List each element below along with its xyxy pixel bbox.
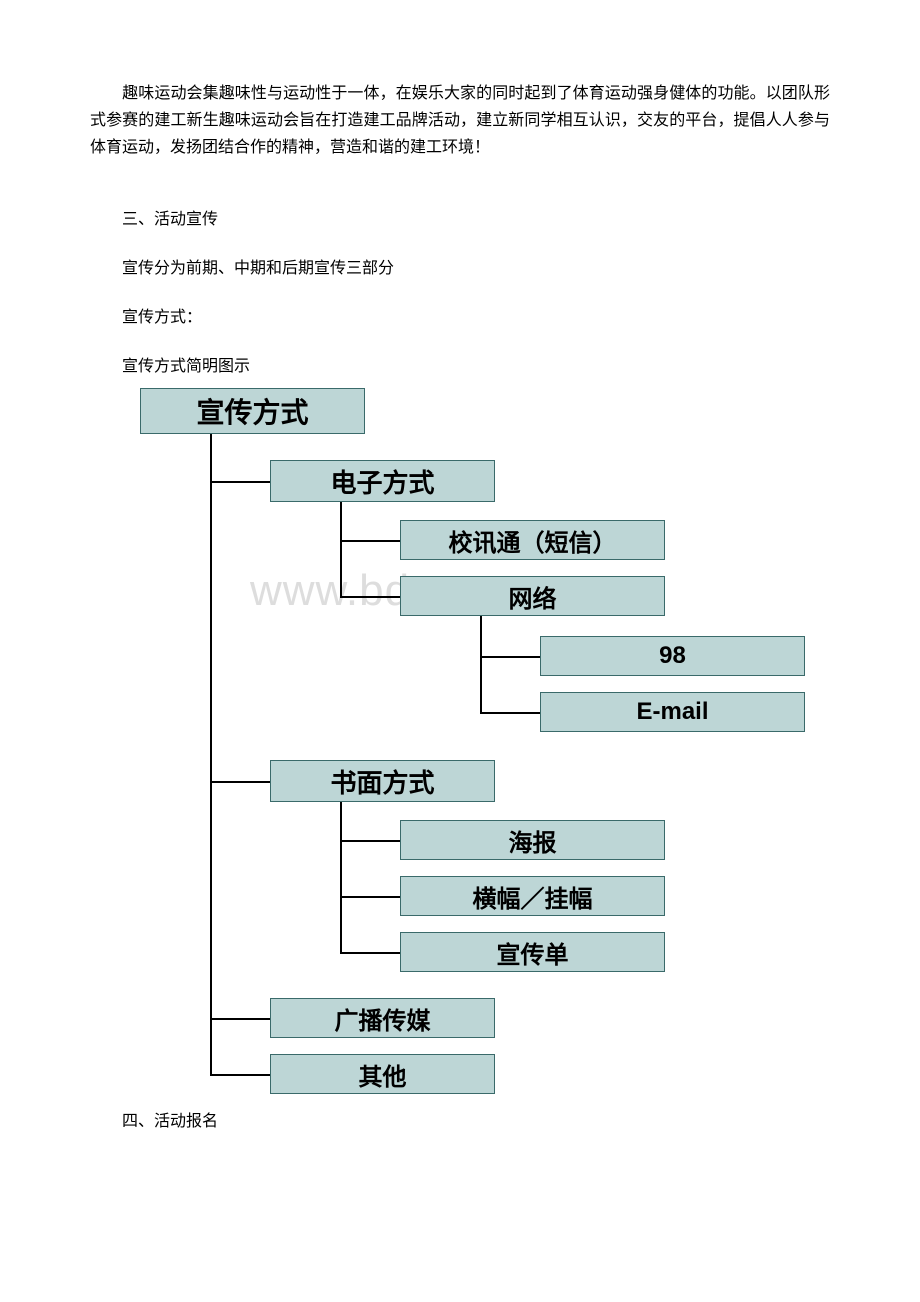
node-net: 网络 bbox=[400, 576, 665, 616]
connector-line bbox=[210, 1074, 270, 1076]
connector-line bbox=[210, 481, 270, 483]
connector-line bbox=[340, 502, 342, 596]
connector-line bbox=[340, 840, 400, 842]
node-n98: 98 bbox=[540, 636, 805, 676]
node-other: 其他 bbox=[270, 1054, 495, 1094]
section-3-line-2: 宣传方式： bbox=[90, 304, 830, 331]
node-poster: 海报 bbox=[400, 820, 665, 860]
section-4-title: 四、活动报名 bbox=[90, 1108, 830, 1135]
node-radio: 广播传媒 bbox=[270, 998, 495, 1038]
node-flyer: 宣传单 bbox=[400, 932, 665, 972]
intro-paragraph: 趣味运动会集趣味性与运动性于一体，在娱乐大家的同时起到了体育运动强身健体的功能。… bbox=[90, 80, 830, 162]
connector-line bbox=[480, 656, 540, 658]
connector-line bbox=[480, 712, 540, 714]
spacer bbox=[90, 170, 830, 206]
spacer bbox=[90, 241, 830, 255]
connector-line bbox=[340, 540, 400, 542]
section-3-line-1: 宣传分为前期、中期和后期宣传三部分 bbox=[90, 255, 830, 282]
node-print: 书面方式 bbox=[270, 760, 495, 802]
connector-line bbox=[340, 802, 342, 952]
section-3-line-3: 宣传方式简明图示 bbox=[90, 353, 830, 380]
node-sms: 校讯通（短信） bbox=[400, 520, 665, 560]
connector-line bbox=[210, 434, 212, 1074]
node-banner: 横幅／挂幅 bbox=[400, 876, 665, 916]
promotion-methods-diagram: www.bdocx.com 宣传方式电子方式校讯通（短信）网络98E-mail书… bbox=[110, 388, 840, 1108]
node-root: 宣传方式 bbox=[140, 388, 365, 434]
node-elec: 电子方式 bbox=[270, 460, 495, 502]
spacer bbox=[90, 290, 830, 304]
section-3-title: 三、活动宣传 bbox=[90, 206, 830, 233]
connector-line bbox=[210, 1018, 270, 1020]
connector-line bbox=[480, 616, 482, 712]
connector-line bbox=[340, 896, 400, 898]
spacer bbox=[90, 339, 830, 353]
connector-line bbox=[340, 952, 400, 954]
connector-line bbox=[210, 781, 270, 783]
connector-line bbox=[340, 596, 400, 598]
node-email: E-mail bbox=[540, 692, 805, 732]
